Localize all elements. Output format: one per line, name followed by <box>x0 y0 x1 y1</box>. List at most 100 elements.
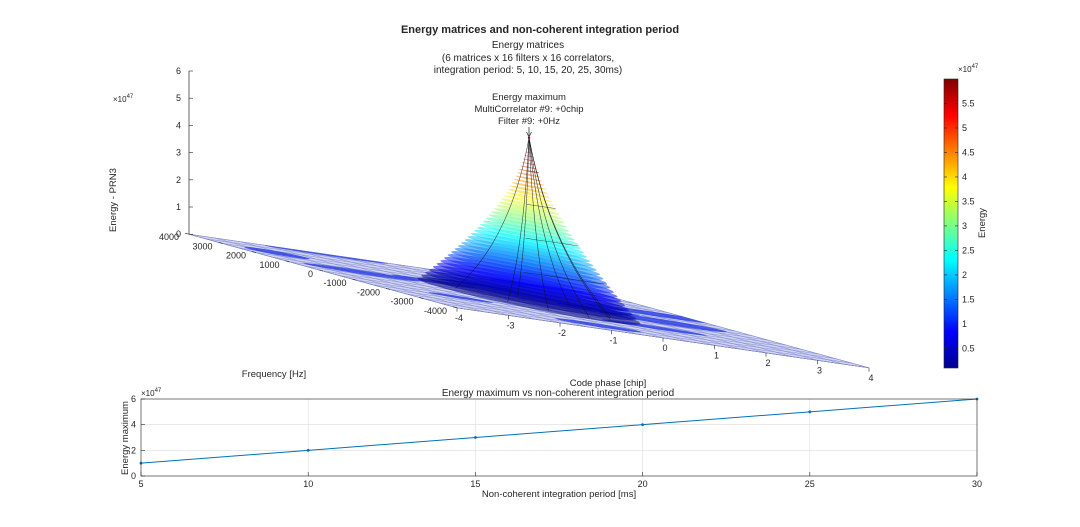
peak-surface-layer <box>485 217 573 237</box>
x-tick-label: 2 <box>765 358 770 368</box>
surface-xlabel: Code phase [chip] <box>570 378 647 389</box>
peak-surface-layer <box>521 162 537 166</box>
line-ylabel: Energy maximum <box>120 401 131 475</box>
y-tick-label: 1000 <box>259 260 279 270</box>
x-tick-label: 3 <box>817 365 822 375</box>
peak-surface-layer <box>470 233 588 258</box>
peak-mesh-ring <box>526 204 556 209</box>
energy-maximum-point <box>474 436 477 439</box>
line-x-tick-label: 20 <box>638 479 648 489</box>
surface-ylabel: Frequency [Hz] <box>242 369 306 380</box>
peak-surface-layer <box>515 175 543 182</box>
colorbar-tick-label: 3.5 <box>962 196 975 206</box>
line-x-tick-label: 10 <box>303 479 313 489</box>
line-x-tick-label: 25 <box>805 479 815 489</box>
surface-title: Energy matrices <box>492 40 564 51</box>
peak-mesh-edge <box>517 137 530 296</box>
y-tick-mark <box>184 232 190 235</box>
line-y-tick-label: 2 <box>131 445 136 455</box>
peak-surface-layer <box>517 172 541 178</box>
z-tick-label: 5 <box>176 93 181 103</box>
y-tick-label: 2000 <box>226 251 246 261</box>
line-x-tick-label: 5 <box>138 479 143 489</box>
colorbar-ticks: 0.5 1 1.5 2 2.5 3 3.5 4 4.5 5 5.5 <box>944 98 975 353</box>
peak-mesh-edge <box>528 137 611 320</box>
peak-surface-layer <box>513 179 545 186</box>
peak-annotation-line-3: Filter #9: +0Hz <box>498 116 560 127</box>
colorbar-tick-label: 4 <box>962 172 967 182</box>
y-tick-label: -3000 <box>390 297 413 307</box>
line-title: Energy maximum vs non-coherent integrati… <box>442 388 674 399</box>
z-tick-label: 0 <box>176 229 181 239</box>
peak-surface-layer <box>488 214 570 232</box>
line-xlabel: Non-coherent integration period [ms] <box>482 489 636 500</box>
surface-ticks: 0 1 2 3 4 5 6 -4000 -3000 -2000 -1000 0 1000 2000 3000… <box>159 66 874 383</box>
x-tick-label: 4 <box>868 373 873 383</box>
low-energy-patch <box>555 318 642 333</box>
peak-mesh-edge <box>528 137 570 305</box>
colorbar-label: Energy <box>977 208 988 238</box>
colorbar-tick-label: 1.5 <box>962 294 975 304</box>
peak-mesh-ring <box>524 272 608 285</box>
low-energy-patch <box>303 263 421 282</box>
peak-surface-layer <box>491 211 567 228</box>
y-tick-label: -4000 <box>424 306 447 316</box>
low-energy-patch <box>264 245 389 264</box>
energy-maximum-point <box>641 423 644 427</box>
peak-surface-layer <box>520 165 538 170</box>
y-tick-mark <box>452 306 458 309</box>
peak-surface-layer <box>479 223 579 245</box>
line-y-tick-label: 0 <box>131 471 136 481</box>
peak-surface-layer <box>498 201 560 215</box>
z-tick-label: 6 <box>176 66 181 76</box>
peak-mesh-ring <box>527 170 539 173</box>
y-tick-mark <box>352 278 357 281</box>
peak-mesh-edge <box>528 137 549 311</box>
z-tick-label: 1 <box>176 202 181 212</box>
y-tick-label: 4000 <box>159 232 179 242</box>
peak-annotation-line-1: Energy maximum <box>492 92 566 103</box>
surface-zlabel: Energy - PRN3 <box>108 168 119 232</box>
z-tick-label: 4 <box>176 120 181 130</box>
line-y-exponent-label: ×1047 <box>141 388 162 398</box>
peak-surface-layer <box>476 226 582 249</box>
z-tick-label: 2 <box>176 175 181 185</box>
y-tick-mark <box>385 288 391 290</box>
colorbar-tick-label: 3 <box>962 221 967 231</box>
colorbar-tick-label: 2.5 <box>962 245 975 255</box>
peak-surface-layer <box>473 229 585 254</box>
surface-peak <box>417 136 641 325</box>
energy-maximum-line <box>140 398 978 464</box>
y-tick-mark <box>251 251 257 253</box>
line-x-tick-label: 15 <box>470 479 480 489</box>
z-exponent-label: ×1047 <box>113 94 134 104</box>
low-energy-patch <box>244 246 310 260</box>
x-tick-label: -2 <box>558 328 566 338</box>
peak-surface-layer <box>522 158 536 162</box>
peak-mesh-ring <box>525 237 579 247</box>
energy-maximum-point <box>808 410 812 414</box>
y-tick-mark <box>285 260 290 263</box>
peak-surface-layer <box>496 205 562 219</box>
line-plot-area <box>141 399 977 476</box>
peak-mesh-edge <box>528 137 590 318</box>
line-ticks: 5 10 15 20 25 30 0 2 4 6 <box>131 394 982 489</box>
y-tick-label: -2000 <box>357 287 380 297</box>
peak-annotation-arrowhead <box>526 131 532 138</box>
line-series <box>139 397 979 465</box>
x-tick-label: 1 <box>714 350 719 360</box>
line-x-tick-label: 30 <box>972 479 982 489</box>
x-tick-label: 0 <box>662 343 667 353</box>
line-axes-box <box>140 398 978 477</box>
y-tick-label: 0 <box>308 269 313 279</box>
colorbar-tick-label: 0.5 <box>962 343 975 353</box>
peak-surface-layer <box>523 155 535 158</box>
x-tick-label: -4 <box>455 313 463 323</box>
energy-maximum-point <box>306 448 310 452</box>
colorbar-tick-label: 5 <box>962 123 967 133</box>
peak-surface-layer <box>493 208 565 224</box>
colorbar-tick-label: 5.5 <box>962 98 975 108</box>
z-tick-label: 3 <box>176 148 181 158</box>
surface-subtitle-line-1: (6 matrices x 16 filters x 16 correlator… <box>442 53 614 64</box>
colorbar-tick-label: 1 <box>962 319 967 329</box>
